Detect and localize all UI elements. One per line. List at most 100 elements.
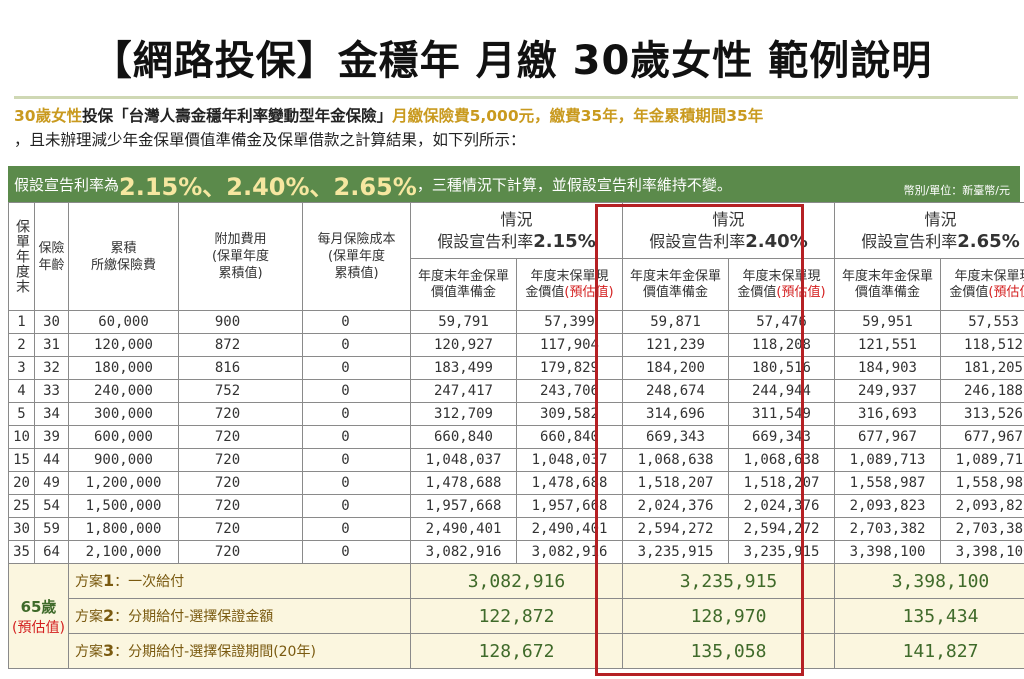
cell-cash-240: 244,944 (728, 379, 835, 403)
intro-text: 30歲女性投保「台灣人壽金穩年利率變動型年金保險」月繳保險費5,000元，繳費3… (14, 104, 1020, 152)
header-age: 保險年齡 (34, 202, 69, 311)
cell-cash-215: 1,048,037 (516, 448, 623, 472)
cell-year: 20 (8, 471, 35, 495)
cell-year: 15 (8, 448, 35, 472)
cell-premium: 2,100,000 (68, 540, 179, 564)
cell-cost: 0 (302, 333, 411, 357)
cell-fee: 720 (178, 517, 303, 541)
cell-age: 30 (34, 310, 69, 334)
cell-reserve-240: 314,696 (622, 402, 729, 426)
option-1-value-265: 3,398,100 (834, 563, 1024, 599)
cell-cash-215: 57,399 (516, 310, 623, 334)
header-scenario-3: 情況 假設宣告利率2.65% (834, 202, 1024, 259)
cell-fee: 720 (178, 540, 303, 564)
cell-cash-265: 1,558,987 (940, 471, 1024, 495)
cell-age: 64 (34, 540, 69, 564)
cell-reserve-265: 677,967 (834, 425, 941, 449)
cell-year: 1 (8, 310, 35, 334)
intro-condition: ，且未辦理減少年金保單價值準備金及保單借款之計算結果，如下列所示： (14, 131, 526, 149)
header-premium: 累積 所繳保險費 (68, 202, 179, 311)
cell-cash-265: 677,967 (940, 425, 1024, 449)
cell-reserve-265: 1,558,987 (834, 471, 941, 495)
cell-reserve-265: 249,937 (834, 379, 941, 403)
cell-cash-265: 181,205 (940, 356, 1024, 380)
banner-prefix: 假設宣告利率為 (14, 175, 120, 194)
cell-reserve-215: 1,957,668 (410, 494, 517, 518)
cell-reserve-265: 2,093,823 (834, 494, 941, 518)
cell-age: 44 (34, 448, 69, 472)
intro-subject: 30歲女性 (14, 107, 83, 125)
header-reserve-1: 年度末年金保單價值準備金 (410, 258, 517, 311)
header-cash-1: 年度末保單現 金價值(預估值) (516, 258, 623, 311)
cell-reserve-215: 3,082,916 (410, 540, 517, 564)
header-scenario-1: 情況 假設宣告利率2.15% (410, 202, 623, 259)
cell-reserve-215: 1,478,688 (410, 471, 517, 495)
header-cost: 每月保險成本 (保單年度 累積值) (302, 202, 411, 311)
cell-cash-240: 118,208 (728, 333, 835, 357)
cell-premium: 180,000 (68, 356, 179, 380)
header-reserve-3: 年度末年金保單價值準備金 (834, 258, 941, 311)
cell-cash-265: 2,093,823 (940, 494, 1024, 518)
option-2-value-265: 135,434 (834, 598, 1024, 634)
cell-cash-240: 57,476 (728, 310, 835, 334)
cell-cash-240: 669,343 (728, 425, 835, 449)
cell-fee: 720 (178, 425, 303, 449)
cell-reserve-265: 316,693 (834, 402, 941, 426)
table-row: 5 34 300,000 720 0 312,709 309,582 314,696 311,5… (8, 402, 1024, 426)
cell-fee: 872 (178, 333, 303, 357)
table-row: 35 64 2,100,000 720 0 3,082,916 3,082,916 3,235… (8, 540, 1024, 564)
cell-reserve-240: 248,674 (622, 379, 729, 403)
header-reserve-2: 年度末年金保單價值準備金 (622, 258, 729, 311)
cell-reserve-240: 59,871 (622, 310, 729, 334)
cell-cash-265: 118,512 (940, 333, 1024, 357)
cell-cash-265: 57,553 (940, 310, 1024, 334)
cell-cost: 0 (302, 517, 411, 541)
cell-reserve-240: 2,024,376 (622, 494, 729, 518)
cell-reserve-240: 669,343 (622, 425, 729, 449)
banner-rates: 2.15%、2.40%、2.65% (119, 172, 417, 201)
table-row: 30 59 1,800,000 720 0 2,490,401 2,490,401 2,594… (8, 517, 1024, 541)
cell-cash-240: 2,594,272 (728, 517, 835, 541)
cell-reserve-215: 247,417 (410, 379, 517, 403)
cell-fee: 900 (178, 310, 303, 334)
cell-year: 30 (8, 517, 35, 541)
cell-age: 32 (34, 356, 69, 380)
cell-premium: 1,500,000 (68, 494, 179, 518)
cell-age: 39 (34, 425, 69, 449)
cell-cash-215: 3,082,916 (516, 540, 623, 564)
cell-fee: 752 (178, 379, 303, 403)
page-title: 【網路投保】金穩年 月繳 30歲女性 範例說明 (91, 38, 933, 84)
option-1-value-215: 3,082,916 (410, 563, 623, 599)
cell-reserve-265: 2,703,382 (834, 517, 941, 541)
cell-year: 25 (8, 494, 35, 518)
cell-year: 35 (8, 540, 35, 564)
option-3-value-215: 128,672 (410, 633, 623, 669)
cell-premium: 120,000 (68, 333, 179, 357)
cell-year: 3 (8, 356, 35, 380)
option-2-value-215: 122,872 (410, 598, 623, 634)
cell-cash-240: 180,516 (728, 356, 835, 380)
title-divider (14, 96, 1018, 99)
cell-year: 5 (8, 402, 35, 426)
cell-age: 49 (34, 471, 69, 495)
cell-cash-265: 2,703,382 (940, 517, 1024, 541)
cell-year: 2 (8, 333, 35, 357)
cell-cash-265: 246,188 (940, 379, 1024, 403)
option-row: 65歲 (預估值) 方案1：一次給付 3,082,916 3,235,915 3… (8, 563, 1024, 669)
cell-fee: 720 (178, 448, 303, 472)
option-row: 方案2：分期給付-選擇保證金額 122,872 128,970 135,434 (9, 598, 1024, 634)
cell-reserve-215: 59,791 (410, 310, 517, 334)
cell-premium: 600,000 (68, 425, 179, 449)
cell-reserve-215: 120,927 (410, 333, 517, 357)
cell-cost: 0 (302, 402, 411, 426)
cell-reserve-265: 59,951 (834, 310, 941, 334)
cell-cash-215: 243,706 (516, 379, 623, 403)
cell-cash-215: 179,829 (516, 356, 623, 380)
assumption-banner: 假設宣告利率為 2.15%、2.40%、2.65% ，三種情況下計算，並假設宣告… (8, 166, 1020, 202)
cell-cash-265: 1,089,713 (940, 448, 1024, 472)
cell-cost: 0 (302, 540, 411, 564)
cell-reserve-240: 1,518,207 (622, 471, 729, 495)
cell-reserve-265: 121,551 (834, 333, 941, 357)
cell-premium: 1,800,000 (68, 517, 179, 541)
cell-cash-215: 1,957,668 (516, 494, 623, 518)
